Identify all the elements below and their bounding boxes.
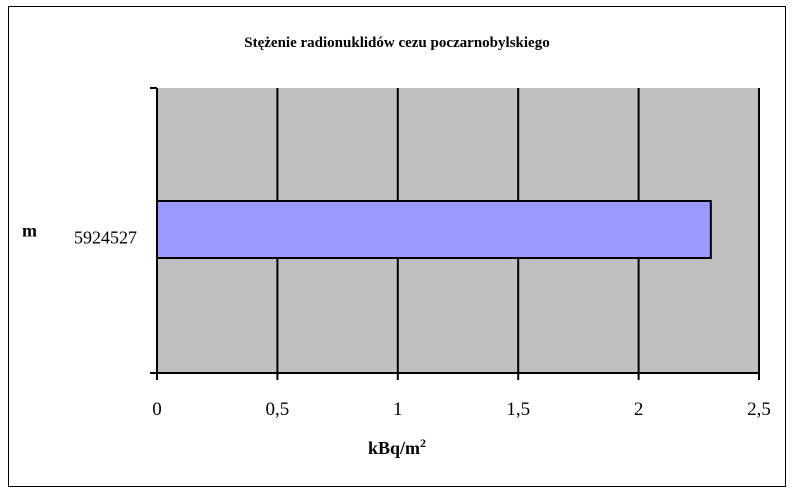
x-tick-label: 2,5 [747, 399, 771, 420]
category-prefix: m [22, 221, 37, 241]
x-tick-label: 0,5 [266, 399, 290, 420]
bar [156, 200, 712, 259]
x-tick-label: 2 [634, 399, 644, 420]
x-axis-label-superscript: 2 [420, 436, 427, 450]
bars [156, 200, 712, 259]
x-axis-label-main: kBq/m [367, 438, 421, 458]
x-tick-label: 1,5 [506, 399, 530, 420]
category-label: 5924527 [74, 228, 137, 248]
x-ticks: 0 0,5 1 1,5 2 2,5 [150, 87, 771, 420]
category-labels: m 5924527 [22, 221, 137, 248]
x-tick-label: 1 [393, 399, 403, 420]
x-tick-label: 0 [152, 399, 162, 420]
chart-title: Stężenie radionuklidów cezu poczarnobyls… [244, 35, 550, 51]
x-axis-label: kBq/m2 [0, 436, 794, 459]
